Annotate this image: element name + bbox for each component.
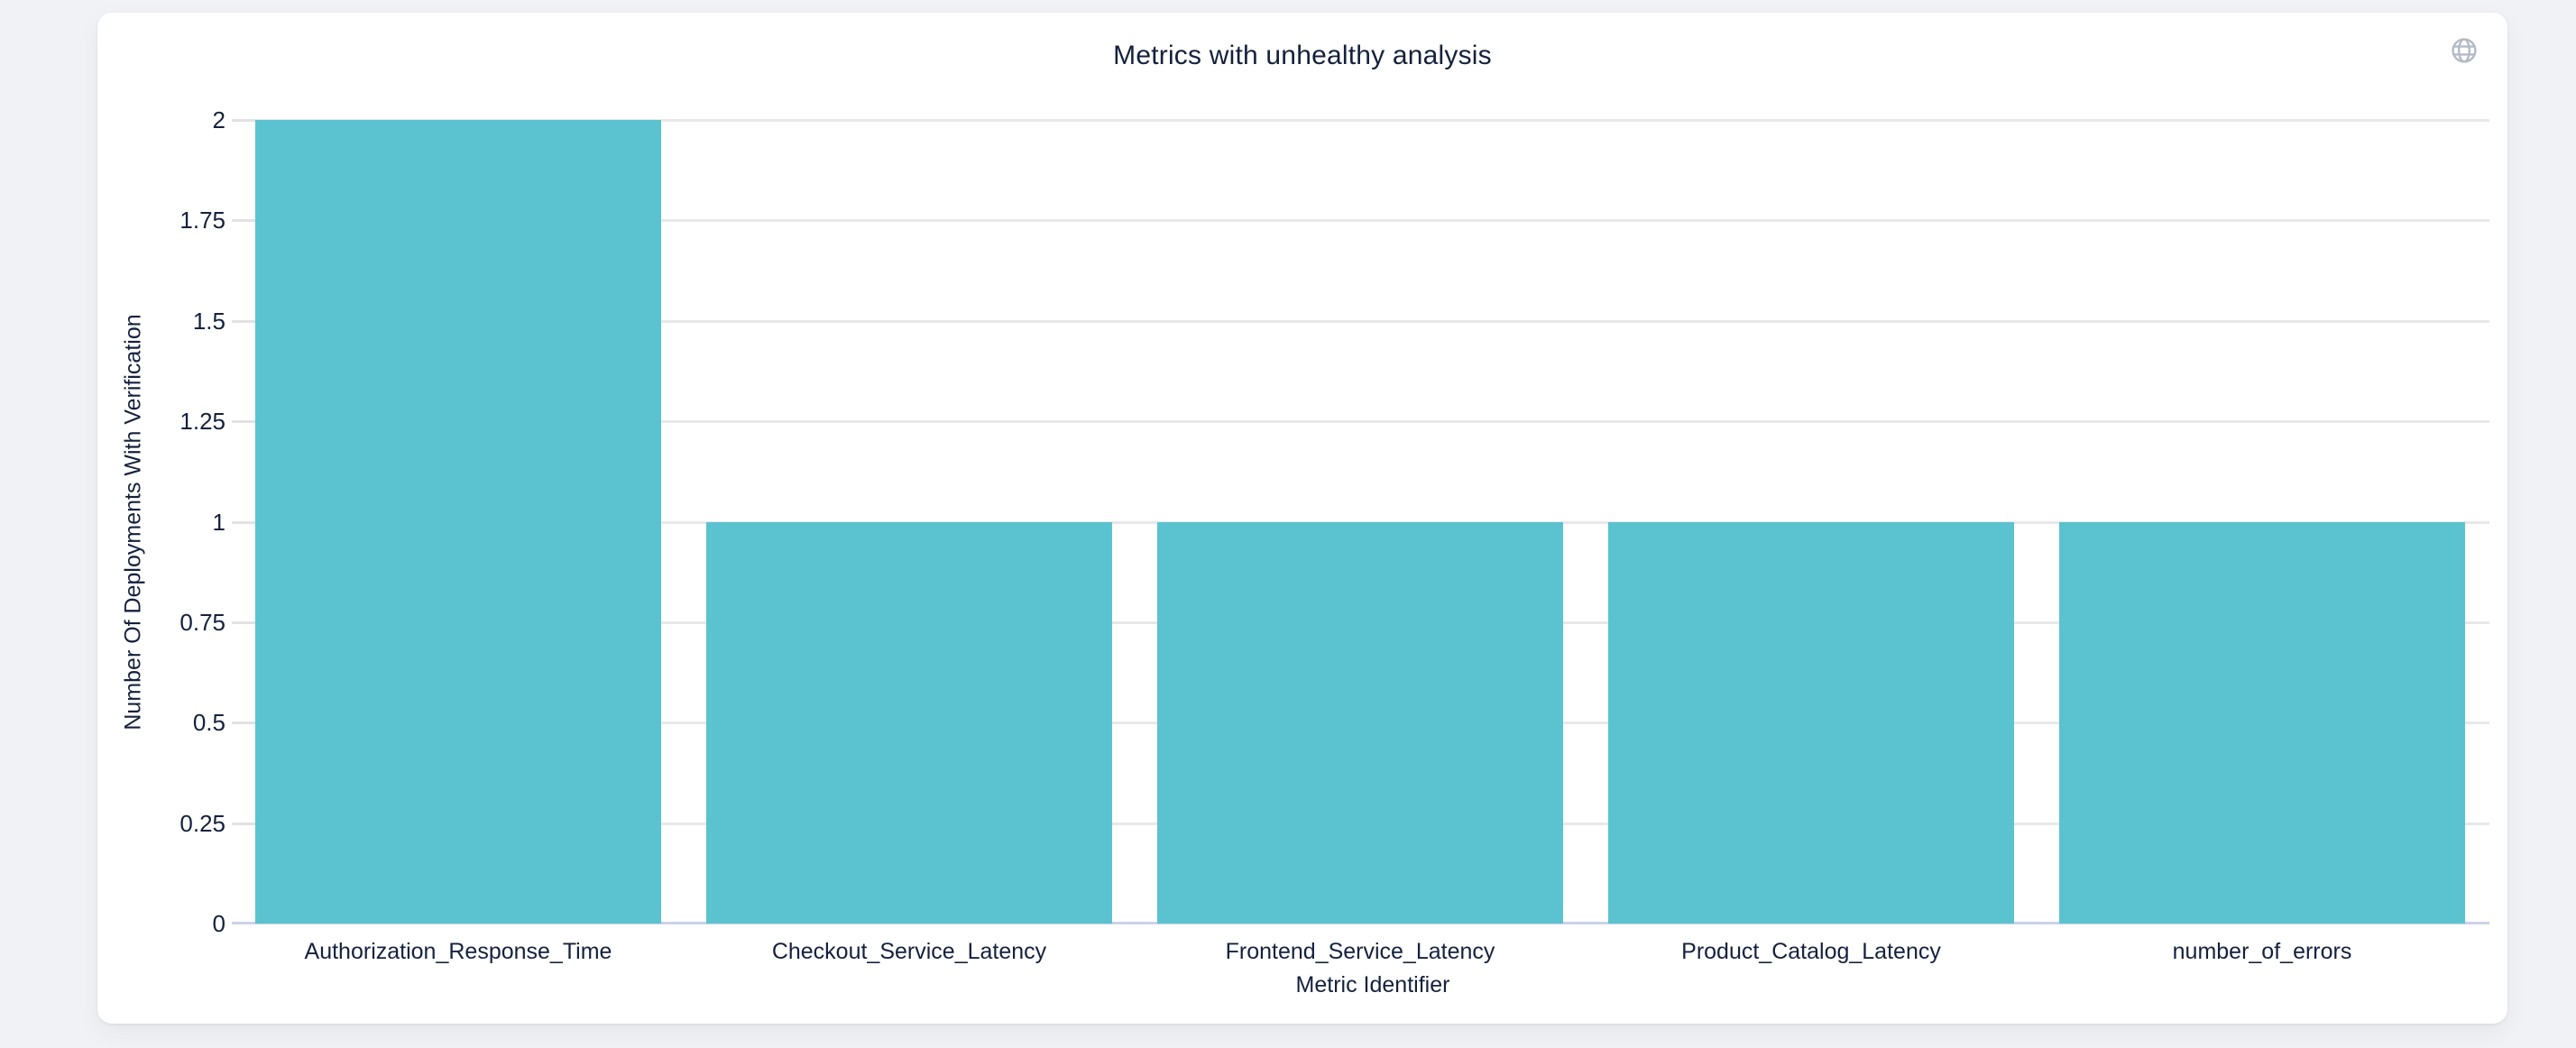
y-tick-label: 1.25 <box>179 408 225 436</box>
gridline <box>255 319 2489 323</box>
globe-icon[interactable] <box>2451 37 2478 64</box>
y-tick-mark <box>232 520 255 524</box>
y-tick-mark <box>232 822 255 825</box>
x-tick-label: number_of_errors <box>2172 939 2352 964</box>
y-tick-mark <box>232 319 255 323</box>
y-tick-mark <box>232 621 255 624</box>
y-tick-label: 0 <box>212 910 225 937</box>
y-tick-label: 1.5 <box>192 307 225 335</box>
x-tick-label: Frontend_Service_Latency <box>1225 939 1495 964</box>
plot-area <box>255 119 2489 924</box>
bar[interactable] <box>1157 521 1563 924</box>
x-tick-label: Checkout_Service_Latency <box>771 939 1047 964</box>
bar-chart: Number Of Deployments With Verification … <box>97 13 2507 1024</box>
x-tick-label: Product_Catalog_Latency <box>1681 939 1941 964</box>
y-tick-mark <box>232 219 255 223</box>
y-tick-label: 0.5 <box>192 709 225 737</box>
gridline <box>255 219 2489 223</box>
gridline <box>255 420 2489 424</box>
y-tick-label: 0.75 <box>179 608 225 636</box>
bar[interactable] <box>706 521 1112 924</box>
y-tick-mark <box>232 119 255 122</box>
y-tick-label: 0.25 <box>179 809 225 837</box>
y-tick-mark <box>232 722 255 725</box>
bar[interactable] <box>2059 521 2465 924</box>
gridline <box>255 119 2489 122</box>
y-tick-label: 1 <box>212 508 225 536</box>
y-tick-label: 2 <box>212 106 225 133</box>
x-tick-label: Authorization_Response_Time <box>304 939 612 964</box>
chart-title: Metrics with unhealthy analysis <box>1113 41 1492 70</box>
chart-card: Metrics with unhealthy analysis Number O… <box>97 13 2507 1024</box>
bar[interactable] <box>255 120 661 924</box>
y-tick-mark <box>232 420 255 424</box>
x-axis-title: Metric Identifier <box>1295 972 1450 997</box>
y-tick-label: 1.75 <box>179 207 225 234</box>
bar[interactable] <box>1608 521 2014 924</box>
